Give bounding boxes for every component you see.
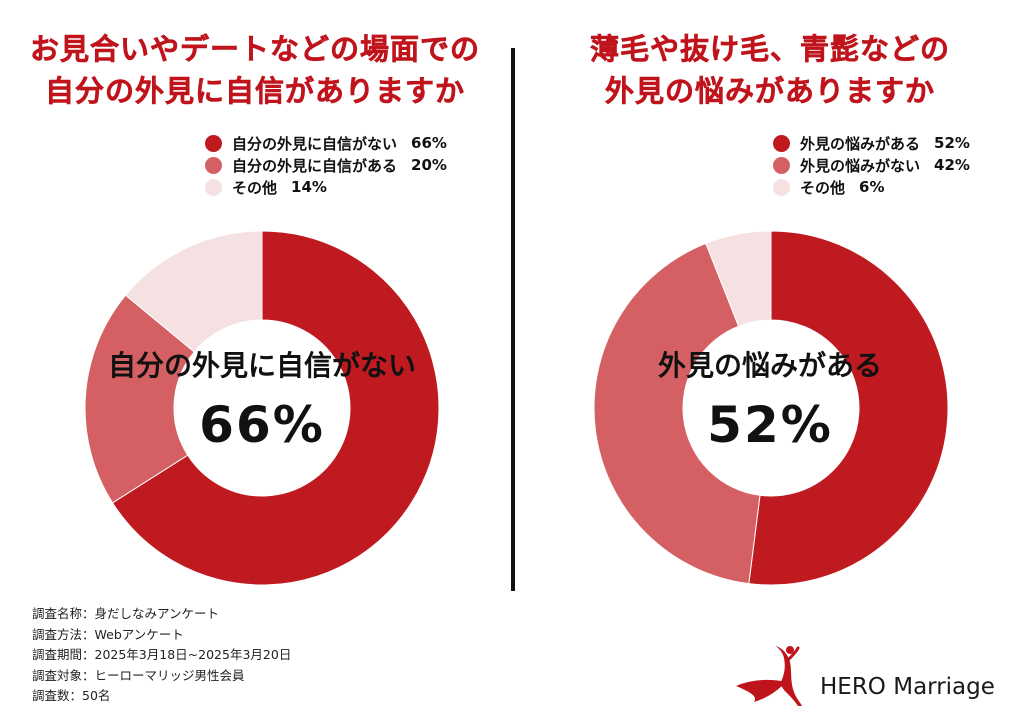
legend-swatch	[773, 134, 790, 152]
survey-method: 調査方法：Webアンケート	[32, 626, 184, 642]
donut-slice-3	[124, 230, 263, 353]
legend-item: その他 6%	[773, 176, 970, 198]
brand-logo: HERO Marriage	[728, 640, 1008, 710]
donut-slice-1	[748, 230, 949, 586]
legend-item: 自分の外見に自信がある 20%	[205, 154, 447, 176]
legend-swatch	[205, 134, 222, 152]
legend-value: 52%	[934, 134, 970, 152]
survey-target: 調査対象：ヒーローマリッジ男性会員	[32, 667, 245, 683]
donut-center-left: 自分の外見に自信がない 66%	[62, 349, 462, 455]
donut-slice-2	[84, 294, 195, 504]
donut-slice-1	[111, 230, 440, 586]
legend-right: 外見の悩みがある 52% 外見の悩みがない 42% その他 6%	[773, 132, 970, 198]
survey-count: 調査数：50名	[32, 688, 111, 703]
legend-value: 6%	[859, 178, 885, 196]
chart-title-left-line-1: お見合いやデートなどの場面での	[29, 32, 480, 67]
chart-title-right-line-1: 薄毛や抜け毛、青髭などの	[589, 32, 950, 67]
brand-name: HERO Marriage	[820, 674, 995, 700]
donut-center-right: 外見の悩みがある 52%	[570, 349, 970, 455]
chart-title-left-line-2: 自分の外見に自信がありますか	[44, 74, 465, 109]
legend-value: 20%	[411, 156, 447, 174]
donut-center-value: 52%	[707, 396, 833, 454]
legend-label: その他	[232, 178, 278, 197]
donut-slice-2	[593, 242, 761, 585]
legend-value: 42%	[934, 156, 970, 174]
legend-item: その他 14%	[205, 176, 447, 198]
donut-center-text: 外見の悩みがある	[657, 349, 882, 382]
legend-swatch	[773, 178, 790, 196]
donut-slice-3	[705, 230, 772, 327]
chart-title-left: お見合いやデートなどの場面での 自分の外見に自信がありますか	[10, 28, 500, 112]
legend-label: 自分の外見に自信がある	[232, 156, 398, 175]
donut-chart-left	[84, 230, 440, 586]
survey-footnote: 調査名称：身だしなみアンケート 調査方法：Webアンケート 調査期間：2025年…	[32, 604, 291, 707]
survey-name: 調査名称：身だしなみアンケート	[32, 606, 220, 621]
legend-label: 自分の外見に自信がない	[232, 134, 398, 153]
hero-figure-icon	[736, 646, 802, 706]
center-divider	[511, 48, 515, 591]
legend-label: その他	[800, 178, 846, 197]
chart-title-right: 薄毛や抜け毛、青髭などの 外見の悩みがありますか	[520, 28, 1020, 112]
legend-value: 14%	[291, 178, 327, 196]
legend-swatch	[205, 178, 222, 196]
donut-center-text: 自分の外見に自信がない	[107, 349, 416, 382]
chart-title-right-line-2: 外見の悩みがありますか	[604, 74, 935, 109]
legend-value: 66%	[411, 134, 447, 152]
legend-left: 自分の外見に自信がない 66% 自分の外見に自信がある 20% その他 14%	[205, 132, 447, 198]
legend-swatch	[773, 156, 790, 174]
legend-item: 自分の外見に自信がない 66%	[205, 132, 447, 154]
donut-center-value: 66%	[199, 396, 325, 454]
legend-label: 外見の悩みがある	[800, 134, 921, 153]
survey-period: 調査期間：2025年3月18日~2025年3月20日	[32, 647, 292, 662]
donut-chart-right	[593, 230, 949, 586]
legend-label: 外見の悩みがない	[800, 156, 921, 175]
legend-swatch	[205, 156, 222, 174]
legend-item: 外見の悩みがある 52%	[773, 132, 970, 154]
legend-item: 外見の悩みがない 42%	[773, 154, 970, 176]
